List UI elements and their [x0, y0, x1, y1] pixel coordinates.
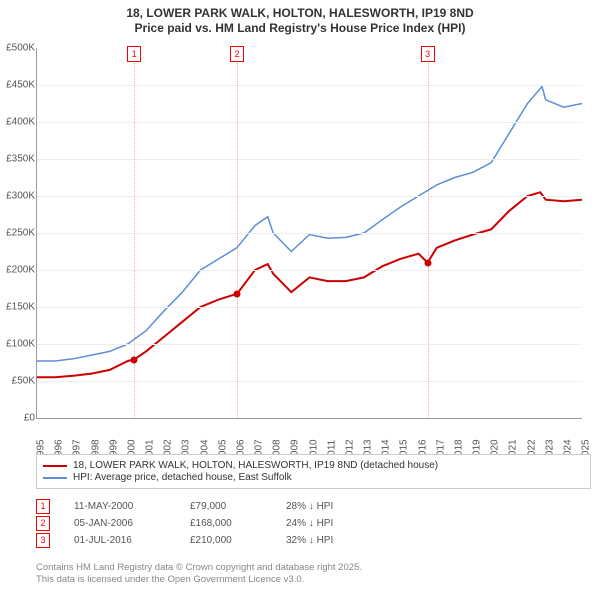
y-tick-label: £100K [1, 339, 35, 350]
y-tick-label: £250K [1, 228, 35, 239]
sale-dot [131, 356, 138, 363]
chart-title: 18, LOWER PARK WALK, HOLTON, HALESWORTH,… [0, 0, 600, 36]
sale-row: 301-JUL-2016£210,00032% ↓ HPI [36, 532, 376, 549]
sale-marker: 2 [230, 46, 244, 62]
legend-row: 18, LOWER PARK WALK, HOLTON, HALESWORTH,… [43, 460, 584, 471]
title-line2: Price paid vs. HM Land Registry's House … [0, 21, 600, 36]
legend-row: HPI: Average price, detached house, East… [43, 472, 584, 483]
sale-marker: 3 [421, 46, 435, 62]
y-tick-label: £300K [1, 191, 35, 202]
y-tick-label: £0 [1, 413, 35, 424]
y-tick-label: £500K [1, 43, 35, 54]
sale-row: 111-MAY-2000£79,00028% ↓ HPI [36, 498, 376, 515]
title-line1: 18, LOWER PARK WALK, HOLTON, HALESWORTH,… [0, 6, 600, 21]
y-tick-label: £200K [1, 265, 35, 276]
series-line [37, 87, 582, 362]
sales-table: 111-MAY-2000£79,00028% ↓ HPI205-JAN-2006… [36, 498, 376, 549]
legend: 18, LOWER PARK WALK, HOLTON, HALESWORTH,… [36, 454, 591, 489]
y-tick-label: £50K [1, 376, 35, 387]
sale-dot [234, 290, 241, 297]
chart-plot-area: £0£50K£100K£150K£200K£250K£300K£350K£400… [36, 48, 582, 419]
footer-line1: Contains HM Land Registry data © Crown c… [36, 562, 362, 574]
footer-line2: This data is licensed under the Open Gov… [36, 574, 362, 586]
sale-dot [424, 259, 431, 266]
y-tick-label: £400K [1, 117, 35, 128]
y-tick-label: £350K [1, 154, 35, 165]
y-tick-label: £450K [1, 80, 35, 91]
sale-marker: 1 [127, 46, 141, 62]
series-line [37, 192, 582, 377]
y-tick-label: £150K [1, 302, 35, 313]
sale-row: 205-JAN-2006£168,00024% ↓ HPI [36, 515, 376, 532]
footer-attribution: Contains HM Land Registry data © Crown c… [36, 562, 362, 586]
